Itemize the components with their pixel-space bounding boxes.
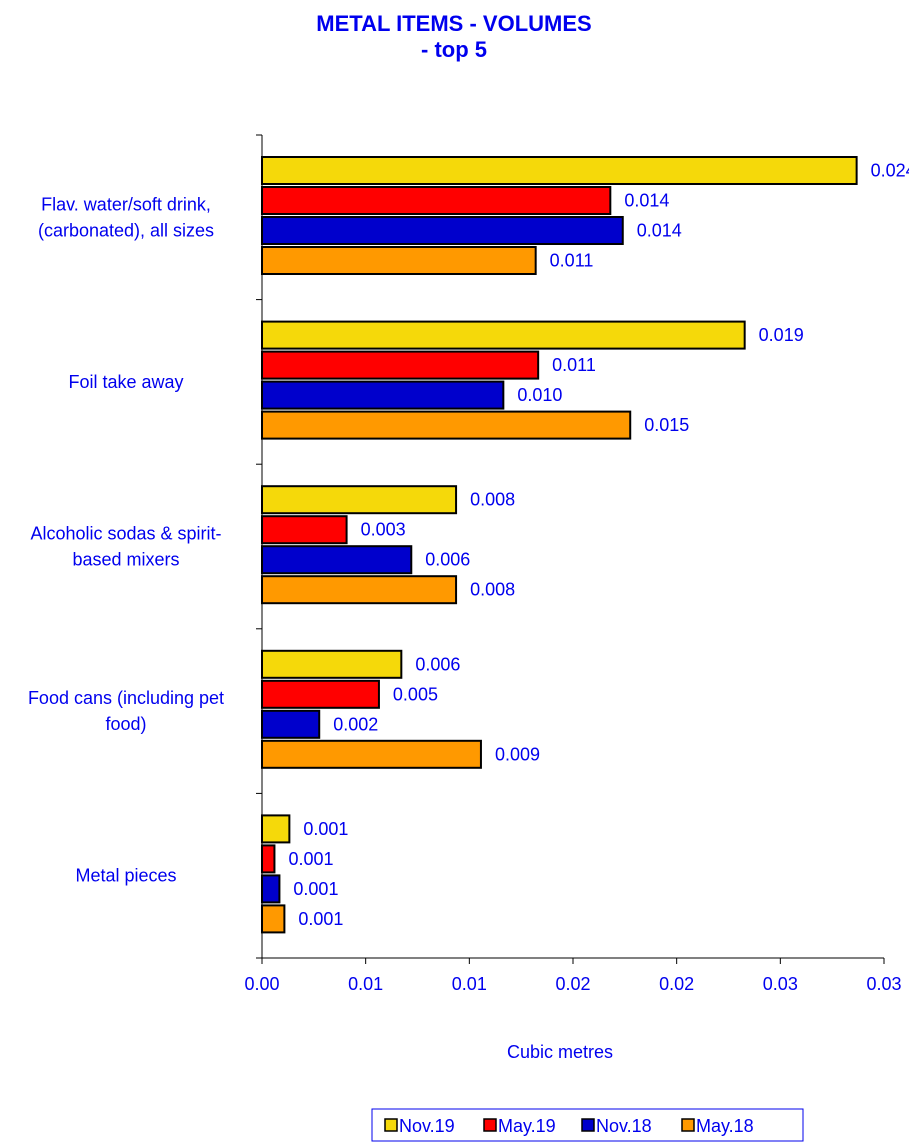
bar-nov-19-5 — [261, 814, 291, 844]
data-label-nov-19-4: 0.006 — [415, 654, 460, 674]
bar-may-19-2 — [261, 350, 540, 380]
data-label-nov-18-5: 0.001 — [293, 879, 338, 899]
chart-title: METAL ITEMS - VOLUMES- top 5 — [316, 11, 591, 62]
bar-nov-18-1 — [261, 216, 624, 245]
x-tick-label-1: 0.00 — [244, 974, 279, 994]
chart-title-line-1: METAL ITEMS - VOLUMES — [316, 11, 591, 36]
legend-swatch-may-19 — [483, 1118, 497, 1132]
category-label-4: food) — [105, 714, 146, 734]
bar-may-18-4 — [261, 739, 482, 769]
data-label-nov-19-1: 0.024 — [871, 161, 909, 181]
bar-nov-18-2 — [261, 380, 505, 410]
bar-nov-19-1 — [261, 156, 858, 185]
data-label-nov-18-2: 0.010 — [517, 385, 562, 405]
bar-nov-19-2 — [261, 320, 746, 350]
category-label-2: Foil take away — [68, 372, 183, 392]
data-label-nov-19-5: 0.001 — [303, 819, 348, 839]
bar-may-18-5 — [261, 904, 286, 934]
legend: Nov.19 May.19 Nov.18 May.18 — [371, 1108, 804, 1142]
bar-may-19-3 — [261, 515, 348, 545]
plot-area: 0.024 0.014 0.014 0.011 Flav. water/soft dri… — [28, 134, 909, 1062]
x-tick-label-4: 0.02 — [555, 974, 590, 994]
category-label-3: based mixers — [72, 550, 179, 570]
data-label-may-18-5: 0.001 — [298, 909, 343, 929]
data-label-may-18-3: 0.008 — [470, 580, 515, 600]
bar-may-18-3 — [261, 575, 458, 605]
data-label-nov-18-1: 0.014 — [637, 221, 682, 241]
data-label-nov-19-2: 0.019 — [759, 325, 804, 345]
x-axis-title: Cubic metres — [507, 1042, 613, 1062]
data-label-may-19-5: 0.001 — [288, 849, 333, 869]
data-label-may-18-4: 0.009 — [495, 744, 540, 764]
category-label-1: Flav. water/soft drink, — [41, 194, 211, 214]
legend-swatch-nov-18 — [581, 1118, 595, 1132]
category-label-1: (carbonated), all sizes — [38, 220, 214, 240]
bar-nov-18-3 — [261, 545, 413, 575]
bar-nov-19-3 — [261, 485, 458, 515]
bar-nov-18-5 — [261, 874, 281, 904]
bar-nov-18-4 — [261, 709, 321, 739]
legend-label-may-18: May.18 — [696, 1116, 754, 1136]
legend-label-nov-18: Nov.18 — [596, 1116, 652, 1136]
x-tick-label-2: 0.01 — [348, 974, 383, 994]
x-tick-label-5: 0.02 — [659, 974, 694, 994]
x-tick-label-6: 0.03 — [763, 974, 798, 994]
category-label-4: Food cans (including pet — [28, 688, 224, 708]
data-label-nov-18-3: 0.006 — [425, 550, 470, 570]
bar-may-19-5 — [261, 844, 276, 874]
chart-title-line-2: - top 5 — [421, 37, 487, 62]
data-label-may-18-1: 0.011 — [550, 251, 594, 271]
legend-swatch-nov-19 — [384, 1118, 398, 1132]
data-label-may-19-1: 0.014 — [624, 191, 669, 211]
legend-label-may-19: May.19 — [498, 1116, 556, 1136]
x-tick-label-3: 0.01 — [452, 974, 487, 994]
category-label-5: Metal pieces — [75, 866, 176, 886]
data-label-may-19-3: 0.003 — [361, 520, 406, 540]
legend-swatch-may-18 — [681, 1118, 695, 1132]
bar-may-19-1 — [261, 186, 612, 215]
data-label-nov-18-4: 0.002 — [333, 714, 378, 734]
data-label-may-19-4: 0.005 — [393, 684, 438, 704]
bar-nov-19-4 — [261, 649, 403, 679]
data-label-nov-19-3: 0.008 — [470, 490, 515, 510]
bar-may-18-2 — [261, 410, 632, 440]
bar-may-18-1 — [261, 246, 537, 275]
category-label-3: Alcoholic sodas & spirit- — [30, 524, 221, 544]
x-tick-label-7: 0.03 — [866, 974, 901, 994]
bar-may-19-4 — [261, 679, 380, 709]
data-label-may-18-2: 0.015 — [644, 415, 689, 435]
legend-label-nov-19: Nov.19 — [399, 1116, 455, 1136]
data-label-may-19-2: 0.011 — [552, 355, 596, 375]
